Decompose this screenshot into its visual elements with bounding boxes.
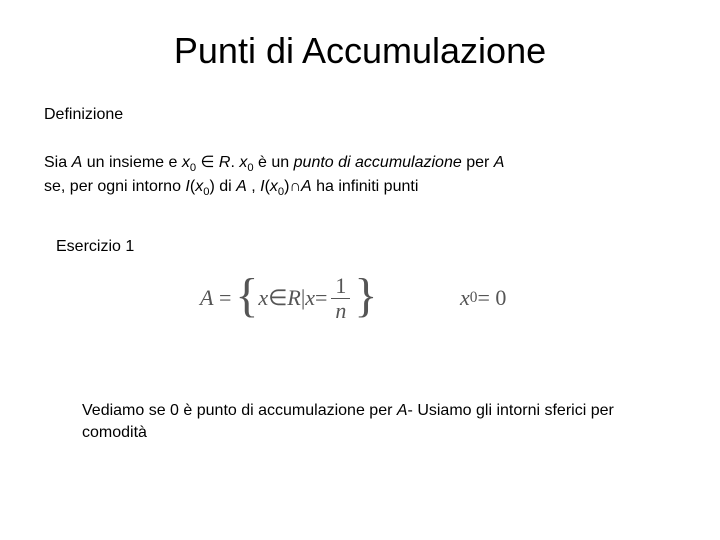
def-text: è un (254, 154, 294, 171)
brace-left-icon: { (235, 272, 258, 320)
definition-heading: Definizione (44, 106, 123, 124)
def-text: per (462, 154, 494, 171)
slide-title: Punti di Accumulazione (0, 30, 720, 72)
formula-row: A = { x ∈ R | x = 1 n } x0 = 0 (200, 262, 640, 334)
brace-right-icon: } (354, 272, 377, 320)
formula-x: x (305, 285, 315, 311)
def-x: x (270, 178, 278, 195)
def-A: A (236, 178, 247, 195)
definition-body: Sia A un insieme e x0 ∈ R. x0 è un punto… (44, 152, 684, 201)
formula-x0-x: x (460, 285, 470, 311)
formula-x0: x0 = 0 (460, 262, 506, 334)
def-A: A (301, 178, 312, 195)
def-text: un insieme e (82, 154, 182, 171)
formula-x0-sub: 0 (470, 289, 478, 307)
frac-num: 1 (331, 275, 350, 298)
formula-x: x (258, 285, 268, 311)
closing-A: A (397, 402, 408, 419)
def-text: Sia (44, 154, 72, 171)
formula-A: A (200, 285, 213, 310)
exercise-heading: Esercizio 1 (56, 238, 134, 256)
formula-eq2: = (315, 285, 327, 311)
formula-set-A: A = { x ∈ R | x = 1 n } (200, 262, 377, 334)
frac-den: n (331, 299, 350, 322)
def-cap: ∩ (289, 178, 301, 195)
def-x: x (182, 154, 190, 171)
closing-pre: Vediamo se 0 è punto di accumulazione pe… (82, 402, 397, 419)
formula-in: ∈ (268, 285, 287, 311)
def-text: se, per ogni intorno (44, 178, 185, 195)
slide: Punti di Accumulazione Definizione Sia A… (0, 0, 720, 540)
def-text: , (247, 178, 260, 195)
def-in: ∈ (196, 154, 219, 171)
formula-x0-eq: = 0 (477, 285, 506, 311)
def-x: x (195, 178, 203, 195)
def-emph: punto di accumulazione (294, 154, 462, 171)
formula-R: R (287, 285, 300, 311)
def-R: R (219, 154, 231, 171)
def-A: A (494, 154, 505, 171)
formula-eq: = (213, 285, 231, 310)
def-text: ha infiniti punti (312, 178, 419, 195)
def-text: di (215, 178, 236, 195)
fraction-icon: 1 n (331, 275, 350, 322)
closing-text: Vediamo se 0 è punto di accumulazione pe… (82, 400, 672, 443)
def-A: A (72, 154, 83, 171)
